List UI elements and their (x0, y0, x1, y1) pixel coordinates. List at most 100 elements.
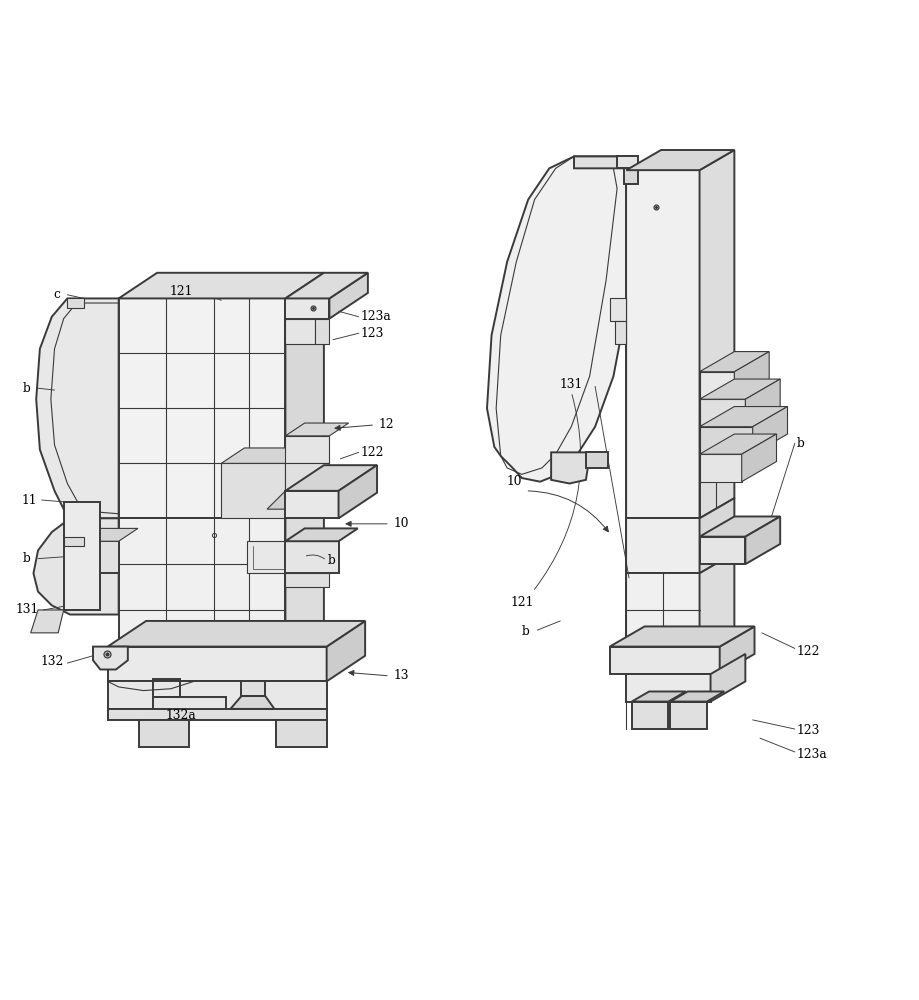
Polygon shape (338, 465, 377, 518)
Polygon shape (631, 691, 686, 702)
Polygon shape (487, 156, 642, 482)
Polygon shape (247, 541, 286, 573)
Polygon shape (699, 352, 769, 372)
Polygon shape (699, 427, 753, 454)
Polygon shape (286, 423, 348, 436)
Text: 122: 122 (360, 446, 384, 459)
Polygon shape (699, 399, 745, 427)
Polygon shape (108, 621, 365, 647)
Text: 132a: 132a (165, 709, 197, 722)
Polygon shape (67, 298, 84, 308)
Polygon shape (610, 626, 754, 647)
Text: c: c (53, 288, 60, 301)
Polygon shape (624, 168, 638, 184)
Polygon shape (699, 150, 734, 518)
Polygon shape (286, 541, 338, 573)
Polygon shape (699, 454, 742, 482)
Polygon shape (626, 674, 710, 702)
Polygon shape (63, 502, 100, 610)
Text: 131: 131 (560, 378, 583, 391)
Polygon shape (63, 537, 84, 546)
Polygon shape (286, 463, 329, 491)
Polygon shape (286, 573, 329, 587)
Polygon shape (574, 156, 624, 168)
Polygon shape (93, 647, 128, 670)
Polygon shape (36, 298, 119, 518)
Polygon shape (699, 553, 734, 647)
Polygon shape (742, 434, 777, 482)
Polygon shape (242, 681, 266, 696)
Text: 121: 121 (510, 596, 534, 609)
Polygon shape (153, 697, 226, 709)
Text: 132: 132 (40, 655, 63, 668)
Polygon shape (753, 407, 788, 454)
Text: b: b (23, 552, 31, 565)
Polygon shape (286, 319, 314, 344)
Polygon shape (33, 518, 119, 615)
Polygon shape (626, 518, 699, 573)
Polygon shape (745, 516, 780, 564)
Text: b: b (327, 554, 335, 567)
Polygon shape (108, 681, 326, 709)
Text: 10: 10 (393, 517, 409, 530)
Polygon shape (699, 516, 780, 537)
Text: 123: 123 (797, 724, 820, 737)
Text: b: b (522, 625, 529, 638)
Polygon shape (70, 541, 119, 573)
Polygon shape (329, 273, 368, 319)
Polygon shape (221, 463, 286, 518)
Polygon shape (108, 647, 326, 681)
Polygon shape (286, 436, 329, 463)
Polygon shape (277, 720, 326, 747)
Text: 122: 122 (797, 645, 820, 658)
Polygon shape (139, 720, 189, 747)
Polygon shape (626, 150, 734, 170)
Text: 131: 131 (16, 603, 39, 616)
Polygon shape (699, 372, 734, 399)
Polygon shape (119, 518, 286, 647)
Polygon shape (286, 528, 357, 541)
Polygon shape (30, 610, 63, 633)
Polygon shape (108, 709, 326, 720)
Polygon shape (286, 465, 377, 491)
Polygon shape (626, 573, 699, 647)
Text: 123a: 123a (360, 310, 391, 323)
Polygon shape (670, 702, 707, 729)
Polygon shape (626, 170, 699, 518)
Polygon shape (119, 298, 286, 518)
Polygon shape (286, 298, 329, 319)
Polygon shape (119, 273, 323, 298)
Polygon shape (70, 528, 138, 541)
Text: 13: 13 (393, 669, 409, 682)
Polygon shape (670, 691, 724, 702)
Polygon shape (699, 379, 780, 399)
Polygon shape (610, 647, 720, 674)
Polygon shape (699, 434, 777, 454)
Polygon shape (734, 352, 769, 399)
Text: 123a: 123a (797, 748, 827, 761)
Polygon shape (221, 448, 309, 463)
Polygon shape (745, 379, 780, 427)
Polygon shape (699, 407, 788, 427)
Polygon shape (314, 319, 329, 344)
Polygon shape (551, 452, 588, 484)
Polygon shape (610, 298, 626, 321)
Text: 11: 11 (21, 494, 37, 507)
Polygon shape (231, 696, 275, 709)
Polygon shape (699, 537, 745, 564)
Polygon shape (699, 498, 734, 573)
Text: 123: 123 (360, 327, 384, 340)
Polygon shape (615, 321, 626, 344)
Text: b: b (23, 382, 31, 395)
Text: 121: 121 (169, 285, 193, 298)
Polygon shape (710, 654, 745, 702)
Text: b: b (797, 437, 804, 450)
Polygon shape (267, 491, 329, 509)
Text: 12: 12 (379, 418, 394, 431)
Text: 10: 10 (506, 475, 522, 488)
Polygon shape (586, 452, 608, 468)
Polygon shape (286, 491, 338, 518)
Polygon shape (720, 626, 754, 674)
Polygon shape (631, 702, 668, 729)
Polygon shape (286, 273, 323, 518)
